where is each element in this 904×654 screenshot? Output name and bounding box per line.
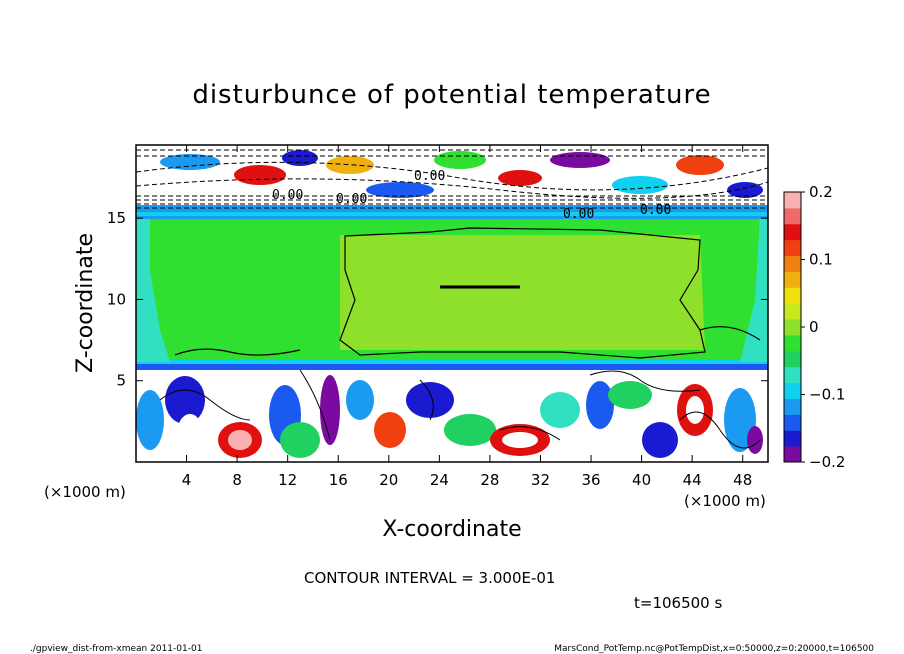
colorbar-segment xyxy=(784,430,801,447)
middle-layer-left-edge xyxy=(136,215,170,362)
x-tick-label: 12 xyxy=(278,471,297,489)
time-label: t=106500 s xyxy=(634,594,722,612)
colorbar-segment xyxy=(784,207,801,225)
colorbar-segment xyxy=(784,223,801,241)
colorbar-tick-label: −0.1 xyxy=(809,386,845,404)
colorbar-segment xyxy=(784,255,801,272)
lower-contours xyxy=(159,369,761,449)
colorbar-segment xyxy=(784,271,801,288)
footer-left: ./gpview_dist-from-xmean 2011-01-01 xyxy=(30,644,202,654)
x-tick-label: 16 xyxy=(329,471,348,489)
colorbar-segment xyxy=(784,398,801,415)
colorbar-segment xyxy=(784,319,801,336)
x-tick-label: 8 xyxy=(232,471,242,489)
colorbar-segment xyxy=(784,192,801,209)
x-tick-label: 28 xyxy=(480,471,499,489)
middle-layer-right-edge xyxy=(740,215,768,362)
middle-layer-core xyxy=(340,235,705,350)
x-unit-label-left: (×1000 m) xyxy=(44,483,126,501)
colorbar-segment xyxy=(784,350,801,368)
lower-boundary-band-dark xyxy=(136,364,768,370)
y-tick-label: 10 xyxy=(107,290,126,308)
x-tick-label: 36 xyxy=(581,471,600,489)
colorbar-segment xyxy=(784,287,801,304)
contour-label: 0.00 xyxy=(414,169,445,184)
colorbar-tick-label: 0.1 xyxy=(809,251,833,269)
y-tick-label: 15 xyxy=(107,209,126,227)
plot-frame xyxy=(135,144,769,463)
x-axis-label: X-coordinate xyxy=(382,517,521,542)
colorbar-tick-label: 0 xyxy=(809,318,819,336)
contour-label: 0.00 xyxy=(640,203,671,218)
colorbar-segment xyxy=(784,414,801,431)
colorbar-segment xyxy=(784,446,801,463)
colorbar-segment xyxy=(784,303,801,320)
x-tick-label: 24 xyxy=(430,471,449,489)
colorbar-tick-label: −0.2 xyxy=(809,453,845,471)
middle-contours xyxy=(174,227,761,359)
x-unit-label-right: (×1000 m) xyxy=(684,492,766,510)
upper-boundary-band-light xyxy=(136,212,768,216)
x-tick-label: 44 xyxy=(683,471,702,489)
contour-interval: CONTOUR INTERVAL = 3.000E-01 xyxy=(304,569,555,587)
chart-title: disturbunce of potential temperature xyxy=(192,80,711,110)
y-tick-label: 5 xyxy=(116,372,126,390)
colorbar-tick-label: 0.2 xyxy=(809,183,833,201)
x-tick-label: 40 xyxy=(632,471,651,489)
x-tick-label: 20 xyxy=(379,471,398,489)
x-tick-label: 32 xyxy=(531,471,550,489)
x-axis: 4 8 12 16 20 24 28 32 36 40 44 48 xyxy=(182,145,752,489)
contour-label: 0.00 xyxy=(336,192,367,207)
colorbar: 0.2 0.1 0 −0.1 −0.2 xyxy=(783,183,845,471)
colorbar-segment xyxy=(784,334,801,352)
y-axis-label: Z-coordinate xyxy=(73,233,98,373)
x-tick-label: 48 xyxy=(733,471,752,489)
colorbar-segment xyxy=(784,239,801,257)
plot-area xyxy=(136,145,768,462)
x-tick-label: 4 xyxy=(182,471,192,489)
contour-label: 0.00 xyxy=(272,188,303,203)
footer-right: MarsCond_PotTemp.nc@PotTempDist,x=0:5000… xyxy=(554,644,874,654)
upper-contours xyxy=(136,149,768,209)
colorbar-segment xyxy=(784,382,801,399)
lower-turbulence xyxy=(136,375,763,458)
y-axis: 5 10 15 xyxy=(107,209,768,390)
contour-label: 0.00 xyxy=(563,207,594,222)
colorbar-segment xyxy=(784,366,801,384)
